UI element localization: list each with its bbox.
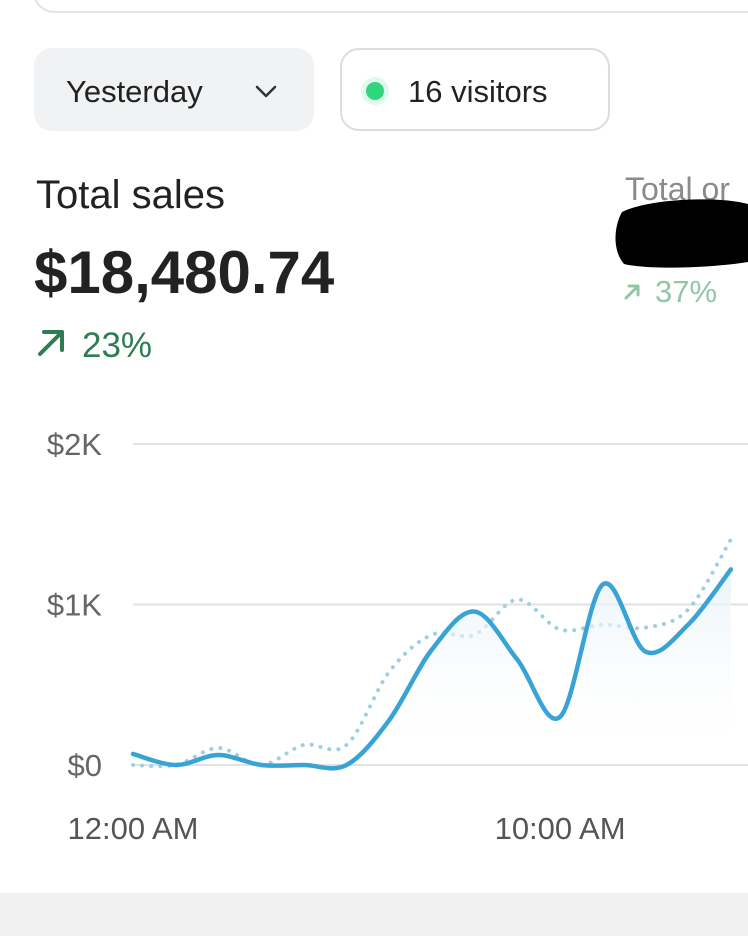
- period-pill[interactable]: [34, 48, 314, 131]
- area-fill: [133, 569, 731, 769]
- sales-chart: $0 $1K $2K 12:00 AM 10:00 AM: [47, 427, 748, 846]
- metric-value: $18,480.74: [34, 239, 335, 306]
- chevron: [255, 85, 277, 98]
- y-tick-label: $1K: [47, 588, 102, 623]
- live-dot: [366, 82, 384, 100]
- y-tick-label: $0: [68, 748, 102, 783]
- visitors-button[interactable]: 16 visitors: [340, 48, 610, 131]
- x-tick-label: 12:00 AM: [68, 811, 199, 846]
- metric-change: 23%: [82, 326, 152, 365]
- y-tick-label: $2K: [47, 427, 102, 462]
- x-tick-label: 10:00 AM: [495, 811, 626, 846]
- live-dot-halo: [361, 77, 389, 105]
- metric-label: Total sales: [36, 173, 225, 217]
- period-label[interactable]: Yesterday: [66, 74, 203, 109]
- visitors-label[interactable]: 16 visitors: [408, 74, 548, 109]
- period-button[interactable]: Yesterday: [34, 48, 314, 131]
- up-arrow: [624, 284, 640, 300]
- metric-change: 37%: [655, 274, 717, 309]
- visitors-pill[interactable]: [340, 48, 610, 131]
- bottom-bar: [0, 893, 748, 936]
- up-arrow: [38, 330, 64, 356]
- search-card: [34, 0, 748, 13]
- sales-line: [130, 567, 734, 771]
- redaction: [615, 199, 748, 268]
